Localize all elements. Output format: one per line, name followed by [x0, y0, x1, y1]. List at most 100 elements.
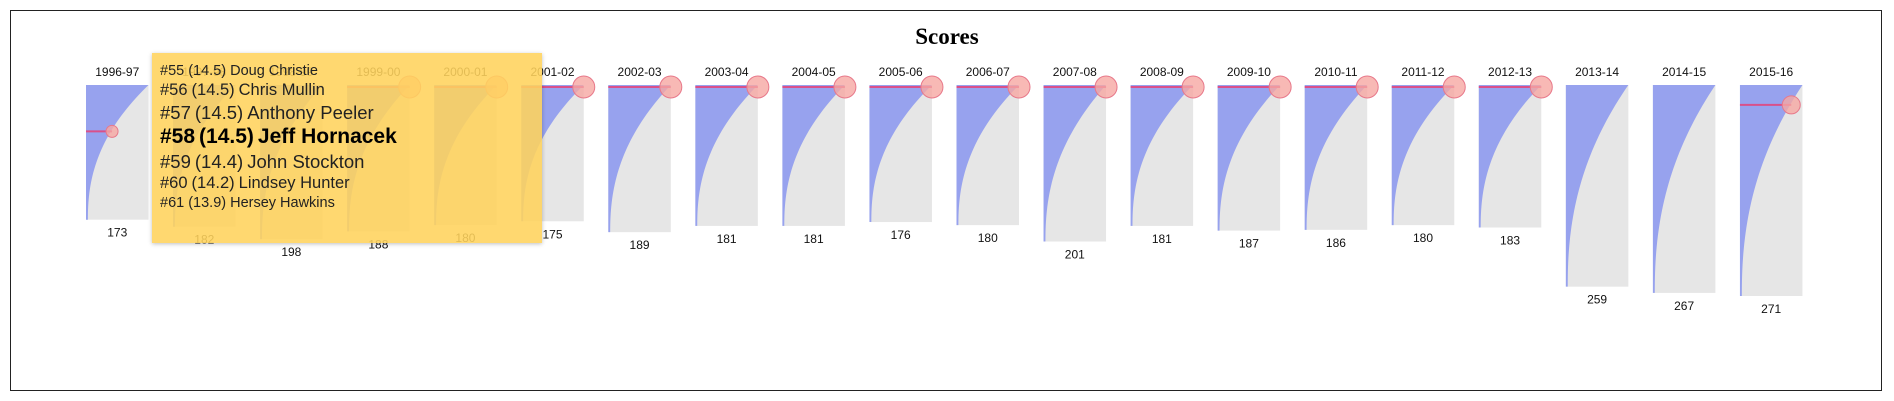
highlight-marker — [1094, 75, 1118, 99]
score-area — [1391, 85, 1455, 226]
player-count-label: 175 — [542, 227, 562, 241]
player-count-label: 259 — [1587, 293, 1607, 307]
chart-title: Scores — [915, 24, 979, 49]
tooltip-rank: #61 — [160, 194, 185, 211]
season-column-2009-10: 2009-10 187 — [1217, 65, 1292, 251]
tooltip-score: (14.4) — [194, 151, 244, 173]
season-column-2011-12: 2011-12 180 — [1391, 65, 1466, 245]
tooltip-player-name: Jeff Hornacek — [257, 124, 397, 148]
season-label: 2004-05 — [792, 65, 836, 79]
score-area — [782, 85, 845, 226]
season-label: 2007-08 — [1053, 65, 1097, 79]
player-count-label: 176 — [891, 228, 911, 242]
score-area — [1217, 85, 1281, 231]
tooltip-score: (14.5) — [199, 124, 254, 148]
tooltip-rank: #55 — [160, 63, 185, 79]
highlight-marker — [1007, 75, 1031, 99]
player-count-label: 198 — [281, 245, 301, 259]
tooltip-entry: #57 (14.5) Anthony Peeler — [160, 101, 542, 124]
highlight-marker — [920, 75, 944, 99]
score-area — [695, 85, 758, 226]
score-area — [956, 85, 1019, 226]
season-label: 2010-11 — [1314, 65, 1357, 79]
tooltip-player-name: Lindsey Hunter — [238, 174, 350, 193]
season-label: 2003-04 — [705, 65, 749, 79]
tooltip-player-name: John Stockton — [247, 151, 365, 173]
player-count-label: 271 — [1761, 302, 1781, 316]
season-column-2010-11: 2010-11 186 — [1304, 65, 1379, 250]
season-column-2013-14: 2013-14 259 — [1565, 65, 1629, 307]
tooltip-rank: #56 — [160, 81, 188, 100]
tooltip-entry: #56 (14.5) Chris Mullin — [160, 80, 542, 101]
tooltip-player-name: Hersey Hawkins — [230, 194, 335, 211]
highlight-marker — [1355, 75, 1379, 99]
highlight-marker — [1442, 75, 1466, 99]
tooltip-player-name: Anthony Peeler — [247, 101, 374, 123]
score-area — [608, 85, 671, 233]
season-column-2006-07: 2006-07 180 — [956, 65, 1031, 245]
score-area — [1652, 85, 1716, 293]
player-count-label: 181 — [1152, 232, 1172, 246]
score-area — [86, 85, 149, 220]
tooltip-entry: #55 (14.5) Doug Christie — [160, 62, 542, 80]
season-label: 2008-09 — [1140, 65, 1184, 79]
highlight-marker — [1268, 75, 1292, 99]
tooltip-entry: #61 (13.9) Hersey Hawkins — [160, 194, 542, 212]
season-label: 2002-03 — [618, 65, 662, 79]
player-count-label: 181 — [717, 232, 737, 246]
tooltip-score: (14.5) — [191, 81, 235, 100]
season-label: 2011-12 — [1401, 65, 1444, 79]
season-label: 1996-97 — [95, 65, 139, 79]
season-column-2003-04: 2003-04 181 — [695, 65, 770, 246]
tooltip-player-name: Chris Mullin — [238, 81, 325, 100]
score-area — [1478, 85, 1542, 228]
tooltip-score: (14.5) — [188, 63, 227, 79]
tooltip-rank: #57 — [160, 101, 191, 123]
score-area — [869, 85, 932, 223]
highlight-marker — [746, 75, 770, 99]
tooltip-score: (14.2) — [191, 174, 235, 193]
season-label: 2009-10 — [1227, 65, 1271, 79]
tooltip-entry: #59 (14.4) John Stockton — [160, 150, 542, 173]
tooltip-score: (14.5) — [194, 101, 244, 123]
player-count-label: 186 — [1326, 236, 1346, 250]
tooltip-rank: #60 — [160, 174, 188, 193]
highlight-marker — [1529, 75, 1553, 99]
highlight-marker — [659, 75, 683, 99]
season-column-2012-13: 2012-13 183 — [1478, 65, 1553, 247]
player-count-label: 181 — [804, 232, 824, 246]
score-area — [1565, 85, 1629, 287]
season-label: 2013-14 — [1575, 65, 1619, 79]
season-label: 2012-13 — [1488, 65, 1532, 79]
highlight-marker — [1781, 95, 1801, 115]
player-count-label: 187 — [1239, 237, 1259, 251]
player-count-label: 189 — [630, 238, 650, 252]
tooltip-entry: #58 (14.5) Jeff Hornacek — [160, 124, 542, 150]
season-column-2008-09: 2008-09 181 — [1130, 65, 1205, 246]
highlight-marker — [833, 75, 857, 99]
season-column-2004-05: 2004-05 181 — [782, 65, 857, 246]
season-column-2005-06: 2005-06 176 — [869, 65, 944, 242]
player-count-label: 183 — [1500, 233, 1520, 247]
highlight-marker — [105, 124, 119, 138]
player-count-label: 180 — [978, 231, 998, 245]
season-label: 2005-06 — [879, 65, 923, 79]
tooltip-player-name: Doug Christie — [230, 63, 318, 79]
season-label: 2006-07 — [966, 65, 1010, 79]
season-column-2014-15: 2014-15 267 — [1652, 65, 1716, 313]
score-area — [1043, 85, 1107, 242]
season-column-2007-08: 2007-08 201 — [1043, 65, 1118, 261]
player-count-label: 173 — [107, 226, 127, 240]
score-area — [1304, 85, 1368, 230]
tooltip-rank: #58 — [160, 124, 196, 148]
highlight-marker — [572, 75, 596, 99]
season-column-2015-16: 2015-16 271 — [1739, 65, 1803, 316]
player-count-label: 201 — [1065, 247, 1085, 261]
player-tooltip: #55 (14.5) Doug Christie #56 (14.5) Chris Mul… — [152, 53, 542, 243]
highlight-marker — [1181, 75, 1205, 99]
season-label: 2014-15 — [1662, 65, 1706, 79]
tooltip-entry: #60 (14.2) Lindsey Hunter — [160, 173, 542, 194]
season-column-2002-03: 2002-03 189 — [608, 65, 683, 252]
season-column-1996-97: 1996-97 173 — [86, 65, 149, 240]
player-count-label: 267 — [1674, 299, 1694, 313]
